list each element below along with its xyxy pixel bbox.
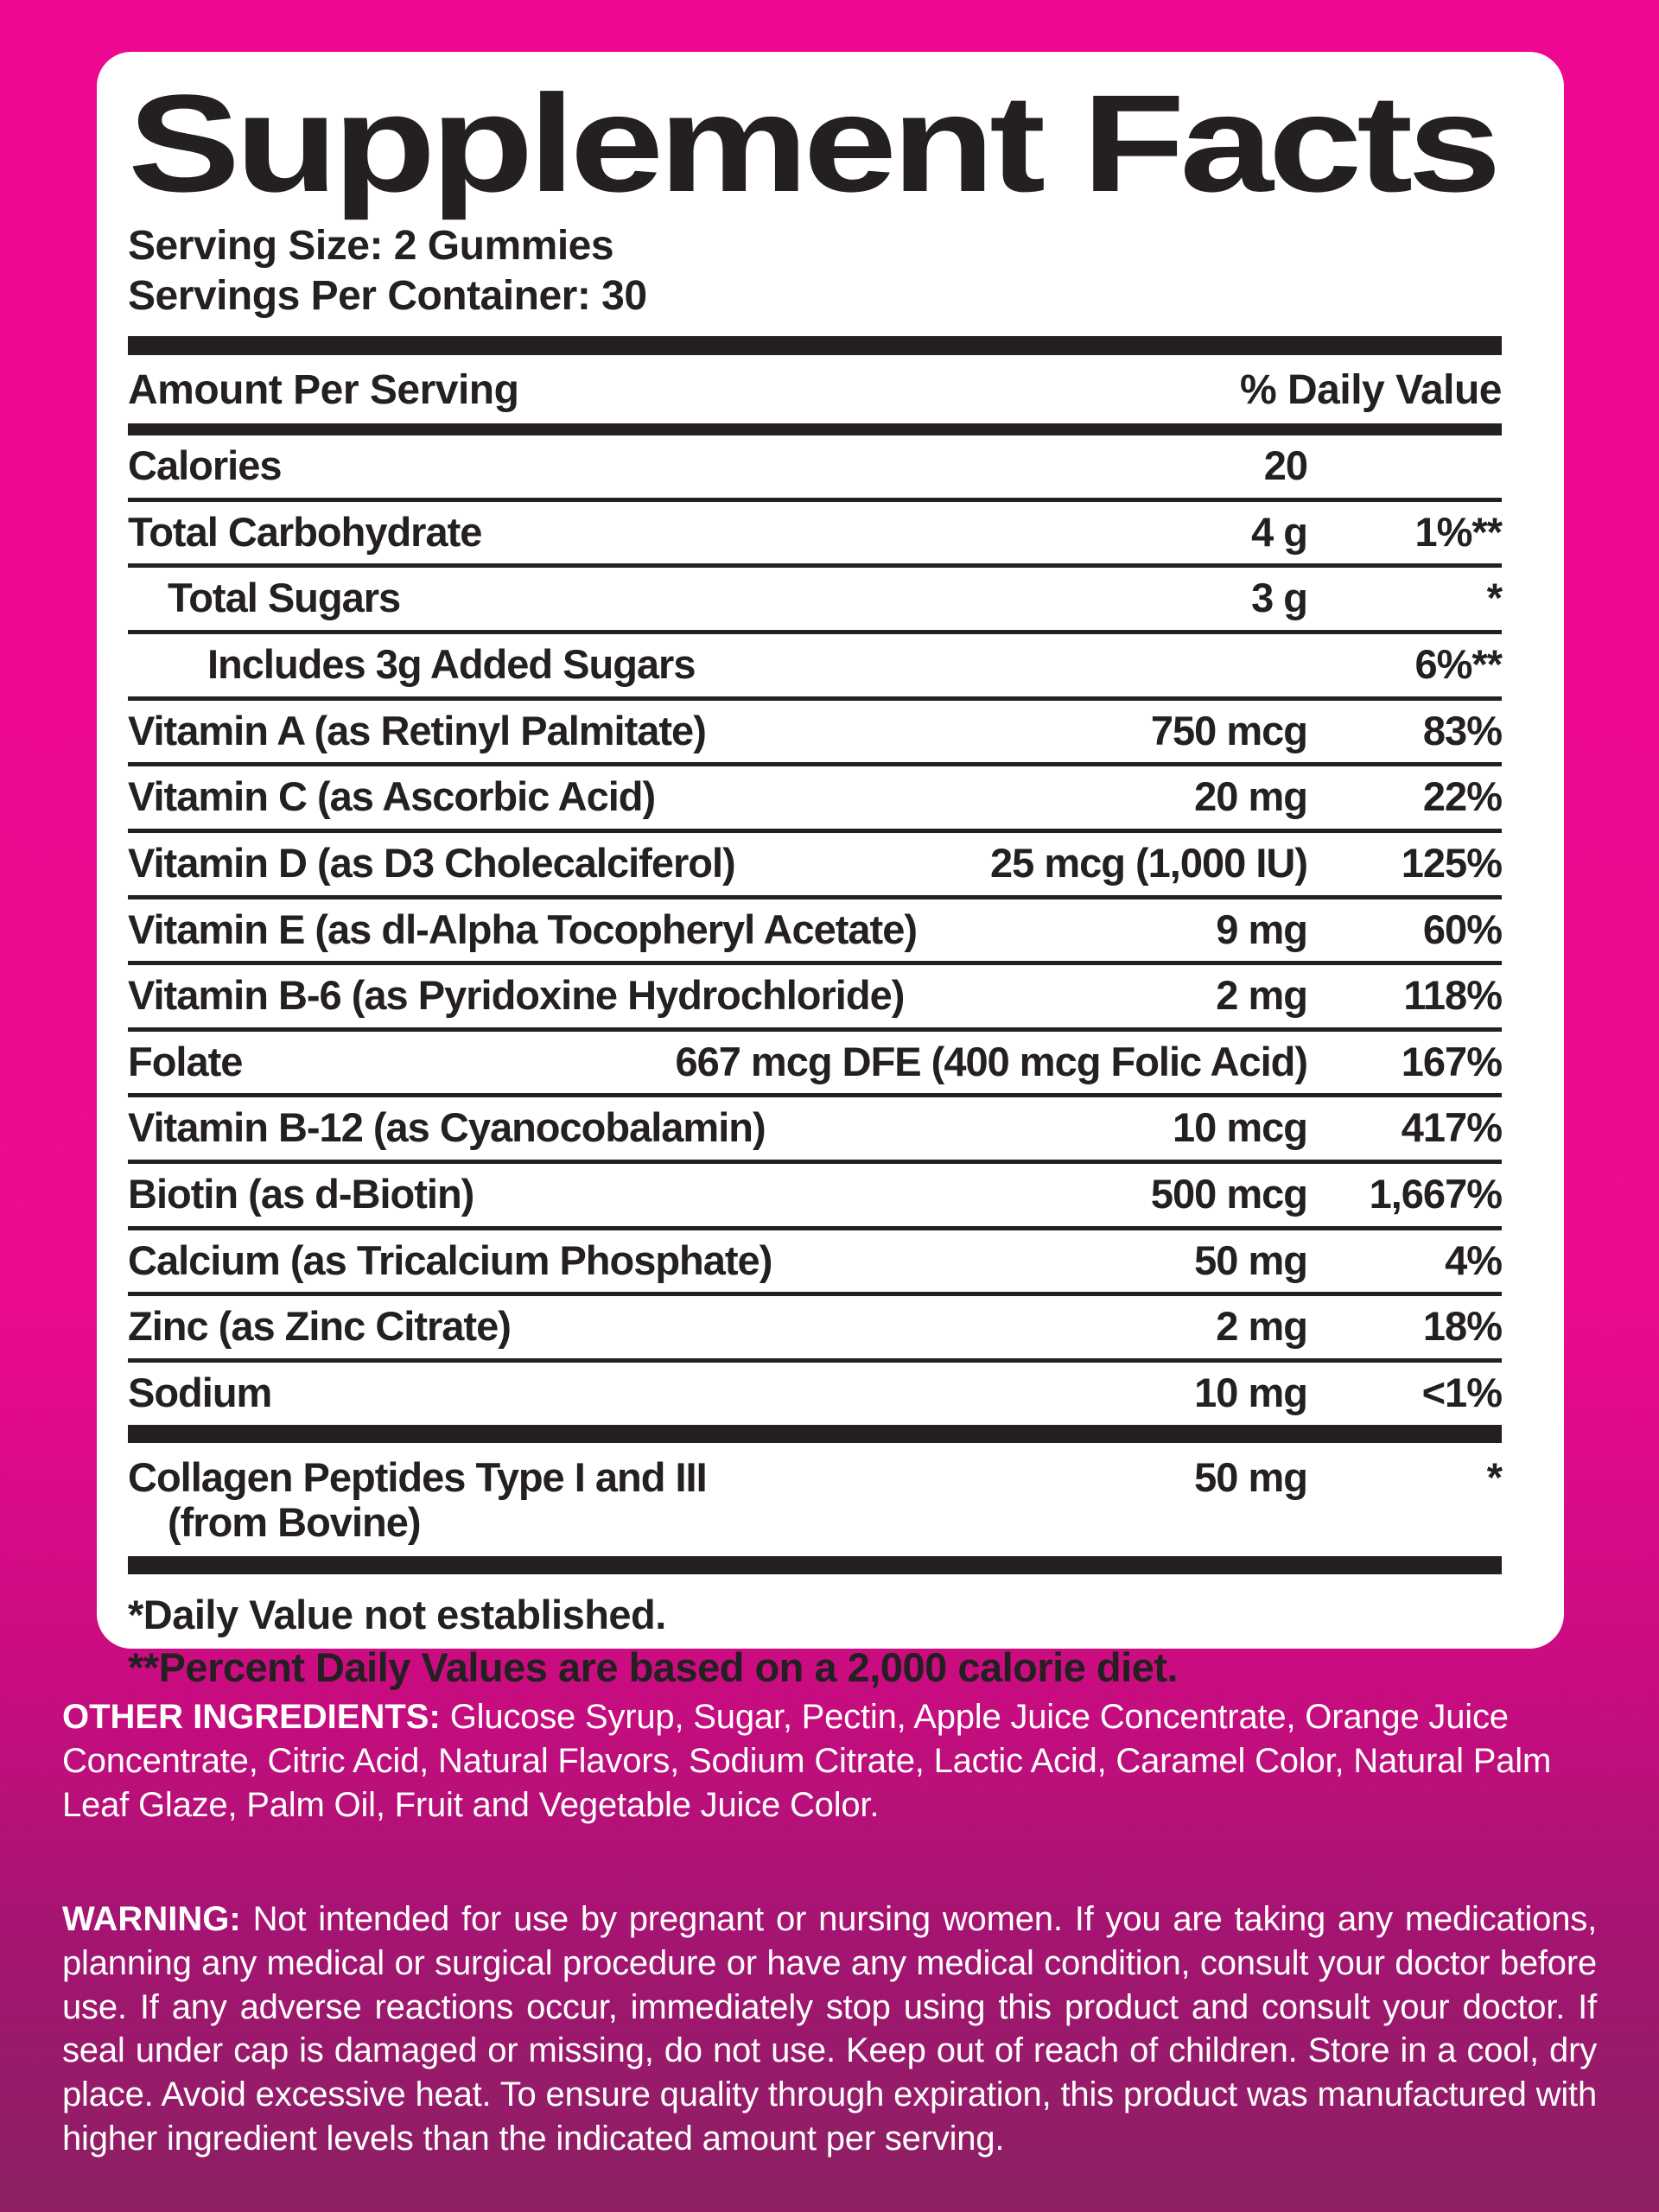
nutrient-dv: 83% — [1422, 707, 1503, 753]
other-ingredients-label: OTHER INGREDIENTS: — [62, 1698, 441, 1736]
nutrient-amount: 10 mcg — [1173, 1104, 1308, 1151]
supplement-facts-panel: Supplement Facts Serving Size: 2 Gummies… — [97, 52, 1564, 1690]
divider-bar-sodium — [128, 1424, 1502, 1443]
nutrient-dv: 167% — [1401, 1038, 1503, 1084]
nutrient-name: Vitamin C (as Ascorbic Acid) — [128, 773, 656, 820]
nutrient-dv: 18% — [1422, 1303, 1503, 1350]
nutrient-dv: * — [1486, 575, 1503, 621]
nutrient-dv: 22% — [1422, 773, 1503, 820]
collagen-row: Collagen Peptides Type I and III (from B… — [128, 1443, 1503, 1556]
nutrient-amount: 10 mg — [1194, 1369, 1308, 1415]
nutrient-row: Calories 20 — [128, 435, 1502, 498]
other-ingredients-paragraph: OTHER INGREDIENTS: Glucose Syrup, Sugar,… — [62, 1695, 1597, 1828]
other-ingredients-text: Glucose Syrup, Sugar, Pectin, Apple Juic… — [62, 1698, 1552, 1825]
nutrient-amount: 2 mg — [1216, 1303, 1308, 1350]
servings-per-container: Servings Per Container: 30 — [128, 272, 647, 319]
nutrient-row: Biotin (as d-Biotin) 500 mcg 1,667% — [128, 1160, 1503, 1226]
nutrient-amount: 2 mg — [1216, 972, 1308, 1019]
nutrient-amount: 20 mg — [1194, 773, 1308, 820]
nutrient-row: Sodium 10 mg <1% — [128, 1357, 1503, 1425]
nutrient-dv: 118% — [1403, 972, 1503, 1019]
nutrient-row: Total Sugars 3 g * — [128, 563, 1503, 630]
nutrient-name: Calcium (as Tricalcium Phosphate) — [128, 1236, 772, 1283]
nutrient-name: Total Sugars — [168, 575, 401, 621]
nutrient-row: Vitamin A (as Retinyl Palmitate) 750 mcg 8… — [128, 696, 1503, 763]
nutrient-amount: 9 mg — [1216, 906, 1308, 952]
warning-text: Not intended for use by pregnant or nurs… — [62, 1900, 1597, 2158]
col-header-amount-per-serving: Amount Per Serving — [128, 367, 519, 414]
nutrient-dv: <1% — [1421, 1369, 1503, 1415]
panel-title: Supplement Facts — [128, 66, 1502, 220]
footnotes: *Daily Value not established. **Percent … — [128, 1574, 1502, 1694]
nutrient-name: Vitamin E (as dl-Alpha Tocopheryl Acetat… — [128, 906, 918, 952]
nutrient-row: Includes 3g Added Sugars 6%** — [128, 630, 1503, 696]
nutrient-amount: 50 mg — [1194, 1453, 1308, 1500]
nutrient-name: Zinc (as Zinc Citrate) — [128, 1303, 512, 1350]
nutrient-dv: 125% — [1401, 839, 1503, 886]
nutrient-name: Includes 3g Added Sugars — [207, 641, 696, 688]
nutrient-row: Vitamin C (as Ascorbic Acid) 20 mg 22% — [128, 762, 1503, 829]
nutrient-name: Biotin (as d-Biotin) — [128, 1171, 474, 1217]
footnote-percent-dv: **Percent Daily Values are based on a 2,… — [128, 1643, 1179, 1690]
nutrient-dv: 60% — [1422, 906, 1503, 952]
nutrient-amount: 25 mcg (1,000 IU) — [989, 839, 1308, 886]
nutrient-dv: 1%** — [1414, 508, 1503, 555]
nutrient-row: Zinc (as Zinc Citrate) 2 mg 18% — [128, 1292, 1503, 1358]
warning-paragraph: WARNING: Not intended for use by pregnan… — [62, 1897, 1597, 2161]
nutrient-name: Vitamin D (as D3 Cholecalciferol) — [128, 839, 736, 886]
nutrient-amount: 750 mcg — [1150, 707, 1308, 753]
nutrient-amount: 4 g — [1251, 508, 1308, 555]
table-header-row: Amount Per Serving % Daily Value — [128, 355, 1503, 423]
nutrient-dv: * — [1486, 1453, 1503, 1500]
nutrient-amount: 20 — [1263, 442, 1308, 489]
nutrient-name: Collagen Peptides Type I and III (from B… — [128, 1453, 708, 1546]
nutrient-dv: 4% — [1445, 1236, 1503, 1283]
nutrient-row: Folate 667 mcg DFE (400 mcg Folic Acid) 16… — [128, 1027, 1503, 1094]
nutrient-dv: 1,667% — [1369, 1171, 1503, 1217]
nutrient-dv: 6%** — [1414, 641, 1503, 688]
nutrient-amount: 667 mcg DFE (400 mcg Folic Acid) — [675, 1038, 1308, 1084]
nutrient-amount: 3 g — [1251, 575, 1308, 621]
nutrient-row: Calcium (as Tricalcium Phosphate) 50 mg 4% — [128, 1225, 1503, 1293]
divider-bar-header — [128, 423, 1502, 436]
warning-label: WARNING: — [62, 1900, 241, 1938]
nutrient-row: Vitamin B-6 (as Pyridoxine Hydrochloride… — [128, 961, 1503, 1027]
nutrient-name: Vitamin A (as Retinyl Palmitate) — [128, 707, 707, 753]
nutrient-row: Total Carbohydrate 4 g 1%** — [128, 497, 1503, 564]
nutrient-name: Vitamin B-6 (as Pyridoxine Hydrochloride… — [128, 972, 905, 1019]
nutrient-amount: 500 mcg — [1150, 1171, 1308, 1217]
nutrient-name: Folate — [128, 1038, 243, 1084]
nutrient-name: Vitamin B-12 (as Cyanocobalamin) — [128, 1104, 766, 1151]
nutrient-row: Vitamin B-12 (as Cyanocobalamin) 10 mcg 41… — [128, 1093, 1503, 1160]
nutrient-table: Calories 20 Total Carbohydrate 4 g 1%** Total… — [128, 435, 1503, 1425]
divider-bar-top — [128, 336, 1502, 356]
nutrient-amount: 50 mg — [1194, 1236, 1308, 1283]
nutrient-dv: 417% — [1401, 1104, 1503, 1151]
nutrient-name: Total Carbohydrate — [128, 508, 482, 555]
nutrient-row: Vitamin D (as D3 Cholecalciferol) 25 mcg … — [128, 828, 1503, 895]
nutrient-row: Vitamin E (as dl-Alpha Tocopheryl Acetat… — [128, 894, 1503, 962]
col-header-daily-value: % Daily Value — [1240, 367, 1503, 414]
footnote-dv-not-established: *Daily Value not established. — [128, 1591, 666, 1637]
nutrient-name: Calories — [128, 442, 282, 489]
serving-size: Serving Size: 2 Gummies — [128, 223, 614, 269]
nutrient-name: Sodium — [128, 1369, 272, 1415]
divider-bar-bottom — [128, 1555, 1502, 1574]
